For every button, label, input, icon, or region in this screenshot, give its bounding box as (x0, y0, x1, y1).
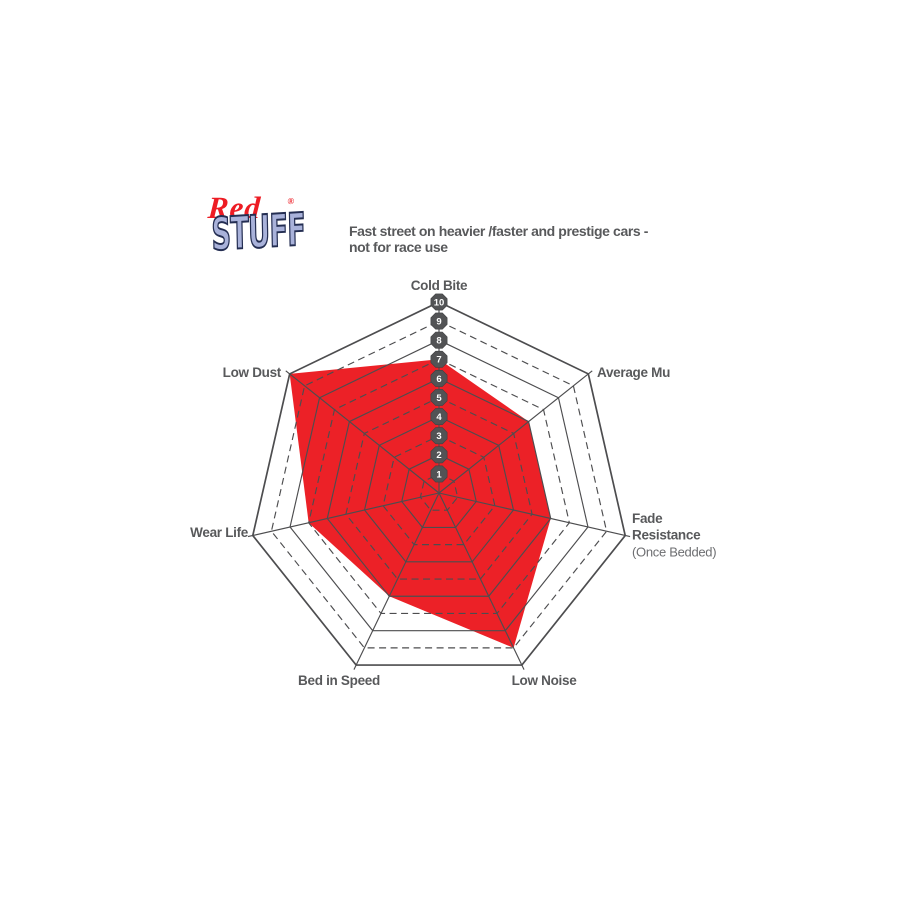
scale-badge-number: 2 (436, 450, 441, 461)
axis-label: Resistance (632, 528, 701, 543)
axis-spoke (438, 492, 525, 670)
chart-tagline: Fast street on heavier /faster and prest… (349, 223, 669, 255)
scale-badge-number: 7 (436, 355, 441, 366)
axis-spoke (247, 492, 440, 538)
scale-badge (430, 389, 448, 406)
axis-label: Fade (632, 511, 663, 526)
scale-badge-number: 8 (436, 336, 441, 347)
grid-ring (345, 396, 533, 580)
axis-label: Bed in Speed (298, 673, 380, 688)
tagline-line-1: Fast street on heavier /faster and prest… (349, 223, 649, 239)
scale-badge (430, 350, 448, 368)
scale-badge (430, 446, 448, 464)
axis-label: Low Noise (512, 673, 578, 688)
scale-badge (430, 293, 448, 311)
scale-badge-number: 10 (434, 297, 445, 308)
axis-label: Average Mu (597, 365, 670, 380)
scale-badge-number: 6 (436, 374, 441, 385)
scale-badge (430, 331, 448, 349)
grid-ring (251, 301, 627, 666)
scale-badge-number: 9 (436, 317, 441, 328)
axis-spoke (285, 370, 440, 494)
axis-label: Wear Life (190, 525, 249, 540)
scale-badge (430, 369, 448, 387)
tagline-line-2: not for race use (349, 239, 448, 255)
axis-sublabel: (Once Bedded) (632, 545, 716, 560)
axis-label: Cold Bite (411, 278, 468, 293)
grid-ring (270, 320, 608, 649)
scale-badge-number: 1 (436, 469, 442, 480)
scale-badge (430, 465, 448, 483)
data-polygon (289, 359, 551, 648)
grid-ring (289, 339, 589, 632)
scale-badge (430, 312, 448, 330)
grid-ring (363, 415, 515, 563)
scale-badge (430, 408, 448, 426)
axis-spoke (438, 370, 593, 494)
grid-ring (419, 473, 459, 511)
grid-ring (401, 454, 477, 528)
grid-ring (326, 377, 552, 597)
scale-badge-number: 4 (436, 412, 442, 423)
axis-spoke (353, 492, 440, 670)
axis-spoke (438, 492, 631, 538)
grid-ring (308, 358, 570, 615)
axis-label: Low Dust (223, 365, 282, 380)
scale-badge (430, 427, 448, 445)
scale-badge-number: 5 (436, 393, 442, 404)
grid-ring (382, 435, 496, 546)
scale-badge-number: 3 (436, 431, 441, 442)
